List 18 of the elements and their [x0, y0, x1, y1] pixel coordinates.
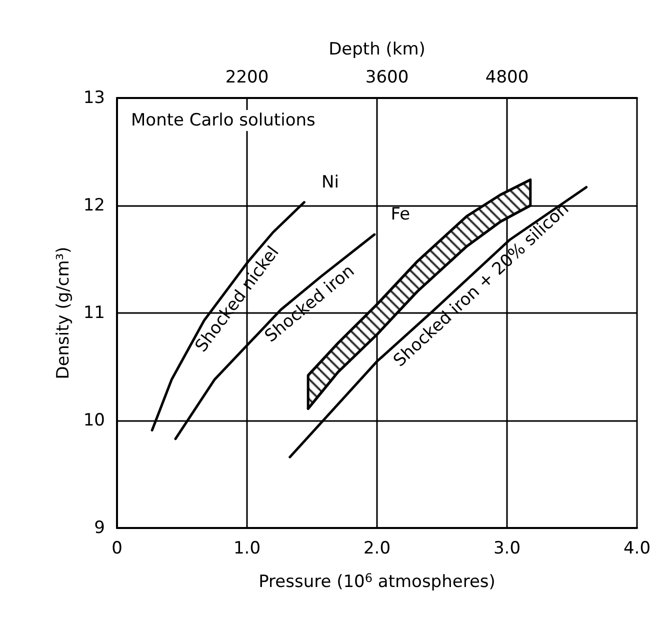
x-tick-label: 1.0 — [233, 538, 261, 558]
annotation: Ni — [321, 172, 339, 192]
y-tick-label: 12 — [83, 196, 105, 216]
x2-tick-label: 2200 — [225, 68, 269, 88]
y-axis-title: Density (g/cm³) — [54, 246, 74, 380]
y-tick-label: 10 — [83, 410, 105, 430]
y-tick-label: 13 — [83, 88, 105, 108]
x-tick-label: 4.0 — [623, 538, 651, 558]
x-tick-label: 0 — [112, 538, 122, 558]
y-tick-label: 11 — [83, 303, 105, 323]
annotation: Fe — [390, 204, 410, 225]
y-tick-label: 9 — [94, 518, 105, 538]
x2-tick-label: 3600 — [365, 68, 409, 88]
x-tick-label: 2.0 — [363, 538, 391, 558]
x2-axis-title: Depth (km) — [328, 40, 426, 60]
x-tick-label: 3.0 — [493, 538, 521, 558]
annotation: Monte Carlo solutions — [131, 110, 316, 130]
x2-tick-label: 4800 — [485, 68, 529, 88]
